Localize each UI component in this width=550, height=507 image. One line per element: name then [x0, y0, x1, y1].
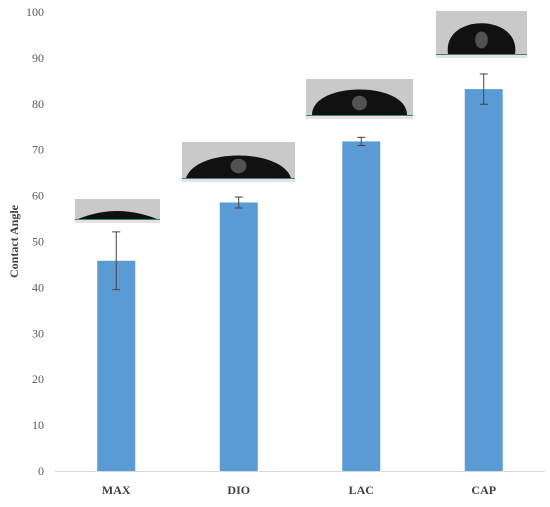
y-tick-label: 10 [32, 418, 44, 432]
x-tick-label: LAC [349, 483, 374, 497]
bar-dio [219, 202, 258, 472]
x-tick-label: CAP [471, 483, 496, 497]
substrate [436, 55, 527, 58]
droplet-shape [78, 211, 157, 219]
y-axis-title: Contact Angle [7, 204, 21, 278]
y-tick-label: 30 [32, 326, 44, 340]
y-tick-label: 80 [32, 97, 44, 111]
bar-max [97, 260, 136, 471]
y-tick-label: 60 [32, 189, 44, 203]
y-tick-label: 90 [32, 51, 44, 65]
water-droplet-photo-lac [306, 79, 413, 119]
substrate [306, 116, 413, 119]
water-droplet-photo-max [75, 199, 160, 223]
y-axis-ticks: 0 10 20 30 40 50 60 70 80 90 100 [26, 5, 44, 478]
x-tick-label: DIO [227, 483, 250, 497]
y-tick-label: 100 [26, 5, 44, 19]
droplet-highlight [230, 158, 247, 174]
y-tick-label: 20 [32, 372, 44, 386]
substrate [75, 220, 160, 223]
bar-cap [464, 89, 503, 471]
droplet-highlight [475, 31, 488, 49]
x-tick-label: MAX [102, 483, 131, 497]
y-axis-title-group: Contact Angle [7, 204, 21, 278]
error-bars [112, 73, 488, 291]
y-tick-label: 50 [32, 235, 44, 249]
droplet-photos [75, 11, 527, 223]
y-tick-label: 40 [32, 280, 44, 294]
water-droplet-photo-dio [182, 142, 295, 182]
droplet-highlight [352, 95, 367, 111]
y-tick-label: 70 [32, 143, 44, 157]
bar-lac [342, 141, 381, 472]
water-droplet-photo-cap [436, 11, 527, 58]
y-tick-label: 0 [38, 464, 44, 478]
bars [97, 89, 503, 472]
substrate [182, 179, 295, 182]
x-axis-labels: MAX DIO LAC CAP [102, 483, 496, 497]
